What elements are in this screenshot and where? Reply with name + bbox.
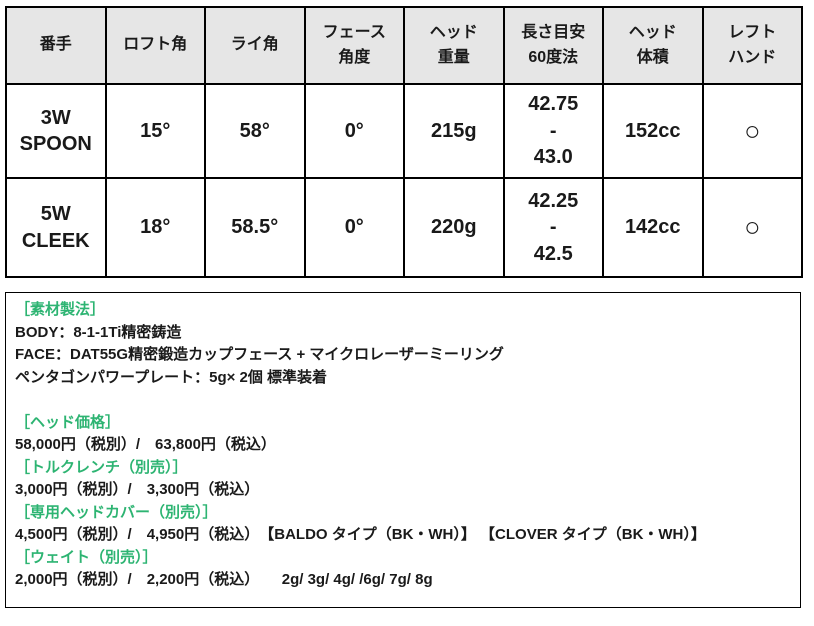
cell-head-volume: 142cc	[602, 177, 704, 278]
detail-text: 4,500円（税別）/ 4,950円（税込） 【BALDO タイプ（BK・WH）…	[15, 526, 706, 543]
column-header-head-volume: ヘッド 体積	[602, 6, 704, 85]
left-hand-available-mark: ○	[701, 177, 803, 278]
section-heading: ［ウェイト（別売）］	[15, 548, 158, 566]
cell-lie-angle: 58°	[204, 83, 306, 179]
blank-line	[15, 389, 790, 412]
cell-lie-angle: 58.5°	[204, 177, 306, 278]
column-header-head-weight: ヘッド 重量	[403, 6, 505, 85]
cell-length-guide-60deg: 42.75 - 43.0	[502, 83, 604, 179]
column-header-face-angle: フェース 角度	[303, 6, 405, 85]
table-row: 3W SPOON 15° 58° 0° 215g 42.75 - 43.0 152cc ○	[5, 83, 803, 179]
section-heading: ［素材製法］	[15, 301, 106, 318]
detail-text: ペンタゴンパワープレート：5g× 2個 標準装着	[15, 368, 328, 386]
spec-table-body: 3W SPOON 15° 58° 0° 215g 42.75 - 43.0 152cc ○ 5W…	[5, 83, 803, 278]
cell-head-weight: 215g	[403, 83, 505, 179]
left-hand-available-mark: ○	[701, 83, 803, 179]
cell-length-guide-60deg: 42.25 - 42.5	[502, 177, 604, 278]
column-header-length-guide-60deg: 長さ目安 60度法	[502, 6, 604, 85]
column-header-lie-angle: ライ角	[204, 6, 306, 85]
column-header-club-number: 番手	[5, 6, 107, 85]
cell-loft-angle: 15°	[104, 83, 206, 179]
cell-club-number: 3W SPOON	[5, 83, 107, 179]
section-heading: ［専用ヘッドカバー（別売）］	[15, 503, 218, 521]
cell-loft-angle: 18°	[104, 177, 206, 278]
section-heading: ［トルクレンチ（別売）］	[15, 458, 188, 476]
cell-face-angle: 0°	[303, 83, 405, 179]
details-box: ［素材製法］ BODY：8-1-1Ti精密鋳造 FACE：DAT55G精密鍛造カップ…	[5, 292, 801, 608]
cell-head-weight: 220g	[403, 177, 505, 278]
spec-table-header: 番手 ロフト角 ライ角 フェース 角度 ヘッド 重量 長さ目安 60度法 ヘッド 体積 レフト…	[5, 6, 803, 85]
column-header-left-hand: レフト ハンド	[701, 6, 803, 85]
header-row: 番手 ロフト角 ライ角 フェース 角度 ヘッド 重量 長さ目安 60度法 ヘッド 体積 レフト…	[5, 6, 803, 85]
detail-text: 2,000円（税別）/ 2,200円（税込） 2g/ 3g/ 4g/ /6g/ …	[15, 571, 433, 588]
cell-club-number: 5W CLEEK	[5, 177, 107, 278]
cell-face-angle: 0°	[303, 177, 405, 278]
cell-head-volume: 152cc	[602, 83, 704, 179]
table-row: 5W CLEEK 18° 58.5° 0° 220g 42.25 - 42.5 142cc ○	[5, 177, 803, 278]
column-header-loft-angle: ロフト角	[104, 6, 206, 85]
detail-text: 3,000円（税別）/ 3,300円（税込）	[15, 481, 260, 498]
detail-text: FACE：DAT55G精密鍛造カップフェース + マイクロレーザーミーリング	[15, 346, 504, 363]
detail-text: BODY：8-1-1Ti精密鋳造	[15, 323, 182, 341]
section-heading: ［ヘッド価格］	[15, 413, 121, 431]
detail-text: 58,000円（税別）/ 63,800円（税込）	[15, 436, 276, 453]
club-spec-table: 番手 ロフト角 ライ角 フェース 角度 ヘッド 重量 長さ目安 60度法 ヘッド 体積 レフト…	[5, 6, 803, 278]
